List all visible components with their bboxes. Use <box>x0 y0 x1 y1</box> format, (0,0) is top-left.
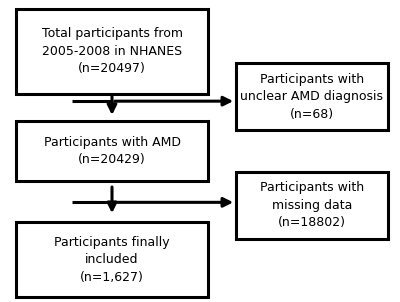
Text: Participants with AMD
(n=20429): Participants with AMD (n=20429) <box>44 136 180 166</box>
Text: Total participants from
2005-2008 in NHANES
(n=20497): Total participants from 2005-2008 in NHA… <box>42 27 182 75</box>
Text: Participants with
unclear AMD diagnosis
(n=68): Participants with unclear AMD diagnosis … <box>240 73 384 120</box>
Bar <box>16 121 208 181</box>
Bar <box>236 63 388 130</box>
Bar <box>236 172 388 239</box>
Bar <box>16 222 208 297</box>
Bar <box>16 9 208 94</box>
Text: Participants finally
included
(n=1,627): Participants finally included (n=1,627) <box>54 236 170 284</box>
Text: Participants with
missing data
(n=18802): Participants with missing data (n=18802) <box>260 182 364 229</box>
